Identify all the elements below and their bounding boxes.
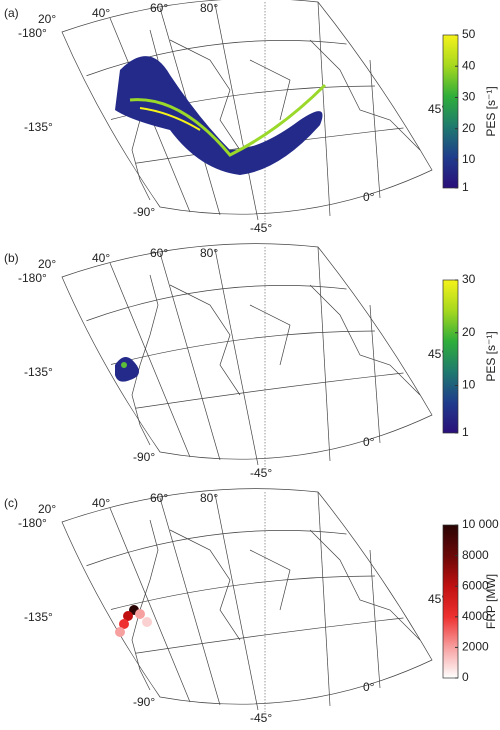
map-label: 40° <box>92 251 110 265</box>
colorbar-tick-label: 40 <box>462 58 476 72</box>
parallel <box>86 285 347 322</box>
colorbar-title: PES [s⁻¹] <box>484 331 498 381</box>
colorbar <box>442 279 459 434</box>
map-label: 80° <box>200 246 218 260</box>
map-label: 80° <box>200 491 218 505</box>
plume <box>115 56 323 175</box>
meridian <box>214 3 259 221</box>
meridian <box>317 1 331 217</box>
panel-label: (b) <box>4 251 19 265</box>
map-label: 0° <box>363 190 375 204</box>
panel: (c) 20° 40° 60° 80° -180° -135° -90° -45° 0° 45° 0 2… <box>4 488 499 725</box>
map-label: -90° <box>133 450 155 464</box>
fire-spot <box>115 627 125 637</box>
colorbar-tick-label: 10 <box>462 152 476 166</box>
colorbar-tick-label: 50 <box>462 27 476 41</box>
parallel <box>110 575 376 610</box>
map-label: 60° <box>150 246 168 260</box>
colorbar-tick-label: 0 <box>462 670 469 684</box>
fire-spot <box>123 611 133 621</box>
meridian <box>159 497 221 706</box>
meridian <box>369 549 381 689</box>
colorbar-tick-label: 20 <box>462 325 476 339</box>
colorbar-tick-label: 30 <box>462 90 476 104</box>
map-label: -135° <box>24 120 53 134</box>
colorbar-title: PES [s⁻¹] <box>484 86 498 136</box>
map-label: -45° <box>250 466 272 480</box>
parallel <box>135 617 404 654</box>
map-label: 20° <box>38 257 56 271</box>
colorbar <box>442 524 459 679</box>
meridian <box>159 252 221 461</box>
colorbar-tick-label: 1 <box>462 180 469 194</box>
map-label: -180° <box>18 271 47 285</box>
meridian <box>317 246 331 462</box>
panel: (a) 20° 40° 60° 80° -180° -135° -90° -45° 0° 45° 1 1… <box>4 0 498 235</box>
map-outline <box>61 488 433 705</box>
map-label: 45° <box>428 592 446 606</box>
meridian <box>214 493 259 711</box>
plume-peak <box>139 107 201 131</box>
meridian <box>109 262 191 458</box>
map-label: -135° <box>24 365 53 379</box>
parallel <box>86 530 347 567</box>
plume <box>115 356 139 382</box>
map-label: 20° <box>38 502 56 516</box>
map-label: -180° <box>18 26 47 40</box>
coastline <box>131 274 421 446</box>
colorbar-tick-label: 10 <box>462 378 476 392</box>
colorbar <box>442 34 459 189</box>
map-label: 40° <box>92 496 110 510</box>
colorbar-tick-label: 30 <box>462 272 476 286</box>
fire-spot <box>119 619 129 629</box>
meridian <box>317 491 331 707</box>
plume-core <box>129 83 327 157</box>
parallel <box>110 330 376 365</box>
map-label: 60° <box>150 1 168 15</box>
map-label: 0° <box>363 680 375 694</box>
map-label: -90° <box>133 695 155 709</box>
map-label: 45° <box>428 347 446 361</box>
fire-spot <box>142 617 152 627</box>
map-label: -90° <box>133 205 155 219</box>
map-label: 45° <box>428 102 446 116</box>
fire-spot <box>135 609 145 619</box>
colorbar-tick-label: 2000 <box>462 640 489 654</box>
map-label: 0° <box>363 435 375 449</box>
map-label: -45° <box>250 221 272 235</box>
parallel <box>135 372 404 409</box>
meridian <box>214 248 259 466</box>
colorbar-title: FRP [MW] <box>484 574 498 629</box>
plume-peak <box>121 362 127 368</box>
meridian <box>109 507 191 703</box>
colorbar-tick-label: 20 <box>462 121 476 135</box>
map-label: -45° <box>250 711 272 725</box>
map-label: 60° <box>150 491 168 505</box>
meridian <box>369 304 381 444</box>
map-outline <box>61 0 433 215</box>
colorbar-tick-label: 6000 <box>462 578 489 592</box>
map-label: -135° <box>24 610 53 624</box>
map-label: -180° <box>18 516 47 530</box>
coastline <box>131 519 421 691</box>
map-outline <box>61 243 433 460</box>
parallel <box>86 40 347 77</box>
panel-label: (c) <box>4 496 18 510</box>
colorbar-tick-label: 8000 <box>462 548 489 562</box>
colorbar-tick-label: 4000 <box>462 609 489 623</box>
meridian <box>369 59 381 199</box>
colorbar-tick-label: 1 <box>462 425 469 439</box>
map-label: 80° <box>200 1 218 15</box>
map-label: 20° <box>38 12 56 26</box>
map-label: 40° <box>92 6 110 20</box>
colorbar-tick-label: 10 000 <box>462 517 499 531</box>
panel-label: (a) <box>4 6 19 20</box>
panel: (b) 20° 40° 60° 80° -180° -135° -90° -45° 0° 45° 1 1… <box>4 243 498 480</box>
